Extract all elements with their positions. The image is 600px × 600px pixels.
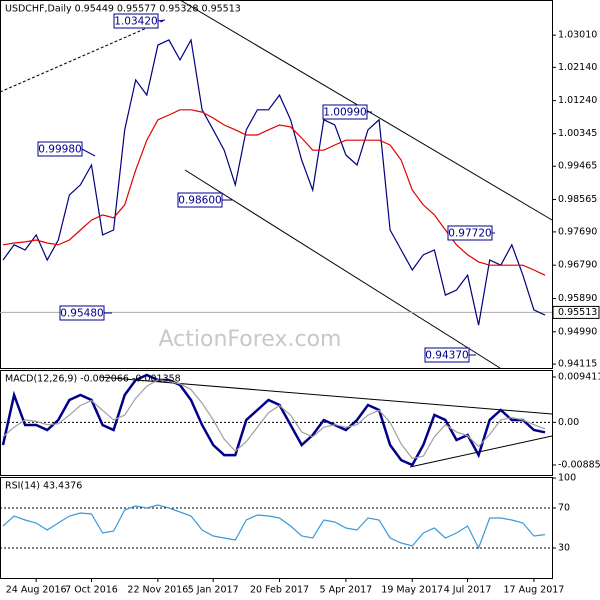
last-price-label: 0.95513	[558, 307, 597, 318]
panel-title: USDCHF,Daily 0.95449 0.95577 0.95328 0.9…	[5, 4, 241, 15]
series-line	[1, 373, 546, 467]
x-tick-label: 5 Jan 2017	[188, 585, 239, 596]
y-tick-label: 1.02140	[558, 62, 597, 73]
annotation-box	[322, 104, 368, 120]
x-tick-label: 17 Aug 2017	[504, 585, 565, 596]
series-line	[2, 504, 546, 550]
annotation-box	[447, 225, 493, 241]
series-line	[2, 109, 546, 276]
annotation-pointer	[157, 19, 166, 22]
trend-line	[0, 19, 166, 93]
y-tick-label: 0.97690	[558, 226, 597, 237]
watermark: ActionForex.com	[159, 327, 342, 352]
y-tick-label: 0.00	[558, 417, 579, 428]
y-tick-label: 0.94115	[558, 359, 597, 370]
panel-frame	[0, 370, 553, 476]
annotation-pointer	[81, 148, 96, 157]
last-price-box	[552, 305, 600, 319]
y-tick-label: 30	[558, 543, 570, 554]
panel-frame	[0, 0, 553, 369]
x-tick-label: 19 May 2017	[381, 585, 443, 596]
x-tick-label: 22 Nov 2016	[127, 585, 188, 596]
annotation-label: 0.97720	[448, 228, 491, 240]
annotation-label: 0.94370	[425, 350, 468, 362]
series-line	[2, 38, 546, 326]
x-tick-label: 7 Oct 2016	[65, 585, 118, 596]
x-tick-label: 20 Feb 2017	[250, 585, 309, 596]
panel-title: RSI(14) 43.4376	[5, 481, 82, 492]
y-tick-label: 0.009411	[558, 371, 600, 382]
annotation-box	[37, 141, 83, 157]
x-tick-label: 4 Jul 2017	[444, 585, 492, 596]
annotation-box	[424, 347, 470, 363]
panel-title: MACD(12,26,9) -0.002066 -0.001358	[5, 374, 181, 385]
trend-line	[184, 169, 501, 369]
y-tick-label: 1.01240	[558, 95, 597, 106]
series-line	[2, 379, 546, 460]
annotation-label: 0.95480	[60, 308, 103, 320]
y-tick-label: 70	[558, 503, 570, 514]
annotation-box	[177, 192, 223, 208]
annotation-label: 1.00990	[323, 107, 366, 119]
panel-frame	[0, 477, 553, 579]
y-tick-label: -0.008852	[558, 459, 600, 470]
y-tick-label: 0.95890	[558, 293, 597, 304]
annotation-box	[59, 305, 105, 321]
y-tick-label: 0.96790	[558, 260, 597, 271]
annotation-box	[113, 13, 159, 29]
x-tick-label: 24 Aug 2016	[6, 585, 67, 596]
y-tick-label: 0.94990	[558, 326, 597, 337]
annotation-label: 1.03420	[114, 16, 157, 28]
annotation-label: 0.99980	[38, 144, 81, 156]
y-tick-label: 0.99465	[558, 161, 597, 172]
annotation-label: 0.98600	[178, 195, 221, 207]
y-tick-label: 1.03010	[558, 30, 597, 41]
y-tick-label: 100	[558, 473, 576, 484]
x-tick-label: 5 Apr 2017	[320, 585, 373, 596]
y-tick-label: 0.98565	[558, 194, 597, 205]
y-tick-label: 1.00345	[558, 128, 597, 139]
